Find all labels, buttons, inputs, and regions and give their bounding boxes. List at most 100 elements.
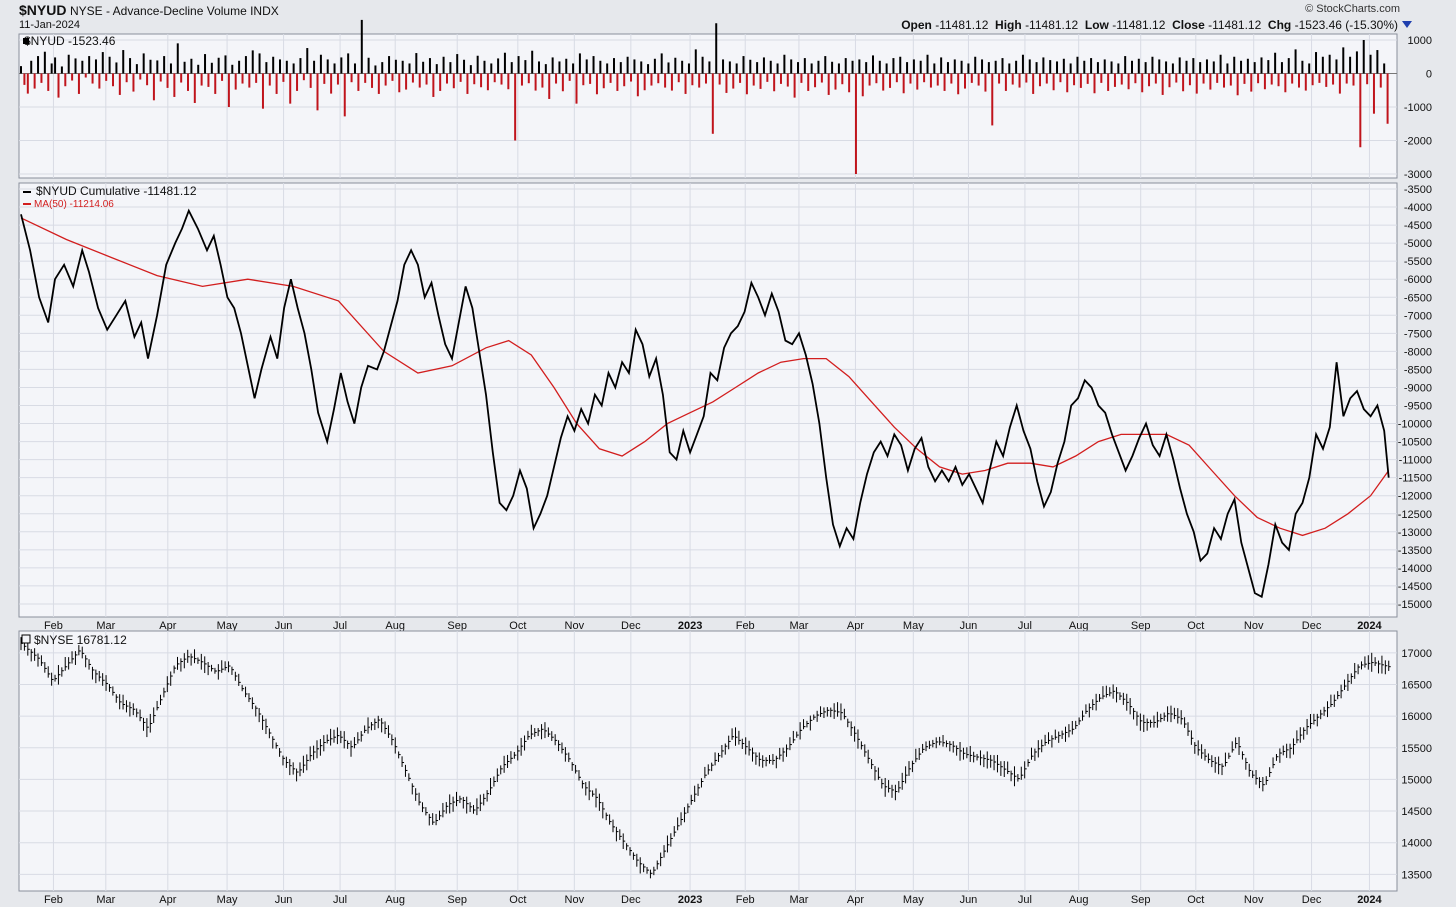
x-tick-label: Jun <box>275 620 293 632</box>
x-tick-label: Nov <box>1244 894 1264 906</box>
x-tick-label: Nov <box>565 620 585 632</box>
x-tick-label: Oct <box>509 894 526 906</box>
x-tick-label: May <box>903 894 924 906</box>
x-tick-label: Feb <box>736 894 755 906</box>
y-tick-label: 17000 <box>1401 648 1432 660</box>
y-tick-label: -4500 <box>1404 220 1432 232</box>
x-tick-label: Mar <box>96 894 115 906</box>
x-tick-label: 2023 <box>678 620 702 632</box>
x-tick-label: Oct <box>509 620 526 632</box>
y-tick-label: 13500 <box>1401 869 1432 881</box>
x-tick-label: Jul <box>1018 894 1032 906</box>
x-tick-label: Dec <box>1302 620 1322 632</box>
x-tick-label: Apr <box>847 894 864 906</box>
x-tick-label: 2023 <box>678 894 702 906</box>
legend-swatch <box>23 38 29 44</box>
legend-ma50: MA(50) -11214.06 <box>34 199 114 210</box>
high-label: High <box>995 18 1022 32</box>
x-tick-label: Mar <box>789 894 808 906</box>
x-tick-label: Mar <box>789 620 808 632</box>
chart-date: 11-Jan-2024 <box>19 19 80 31</box>
panel-0-frame <box>18 33 1398 179</box>
x-tick-label: Aug <box>1069 894 1089 906</box>
legend-swatch-ohlc <box>21 634 31 644</box>
y-tick-label: -8500 <box>1404 364 1432 376</box>
y-tick-label: -3500 <box>1404 184 1432 196</box>
y-tick-label: -11500 <box>1399 473 1432 485</box>
x-tick-label: Jul <box>1018 620 1032 632</box>
high-value: -11481.12 <box>1025 18 1079 32</box>
legend-nyse: $NYSE 16781.12 <box>34 633 127 647</box>
ma50-line <box>20 217 1390 537</box>
chart-header: $NYUD NYSE - Advance-Decline Volume INDX… <box>0 0 1456 33</box>
x-tick-label: Apr <box>159 894 176 906</box>
x-tick-label: Sep <box>1131 894 1151 906</box>
close-label: Close <box>1172 18 1205 32</box>
symbol-description: NYSE - Advance-Decline Volume INDX <box>70 4 279 18</box>
y-tick-label: -5500 <box>1404 256 1432 268</box>
x-tick-label: Dec <box>1302 894 1322 906</box>
y-tick-label: -13000 <box>1398 527 1432 539</box>
y-tick-label: -10500 <box>1398 437 1432 449</box>
legend-cumulative: $NYUD Cumulative -11481.12 <box>36 184 197 198</box>
open-value: -11481.12 <box>935 18 989 32</box>
y-tick-label: -10000 <box>1398 419 1432 431</box>
x-tick-label: Mar <box>96 620 115 632</box>
x-tick-label: Feb <box>44 620 63 632</box>
x-tick-label: Sep <box>1131 620 1151 632</box>
y-tick-label: 15000 <box>1401 774 1432 786</box>
panel-1-frame <box>18 182 1398 618</box>
x-tick-label: Jun <box>960 894 978 906</box>
y-tick-label: 16500 <box>1401 679 1432 691</box>
symbol-title: $NYUD <box>19 2 67 18</box>
y-tick-label: -6500 <box>1404 292 1432 304</box>
x-tick-label: May <box>217 894 238 906</box>
x-tick-label: 2024 <box>1357 620 1382 632</box>
x-tick-label: Oct <box>1187 620 1204 632</box>
y-tick-label: -12500 <box>1398 509 1432 521</box>
ohlc-readout: Open -11481.12 High -11481.12 Low -11481… <box>901 18 1398 32</box>
x-tick-label: Nov <box>565 894 585 906</box>
y-tick-label: -14000 <box>1398 563 1432 575</box>
panel-2-frame <box>18 630 1398 892</box>
y-tick-label: 15500 <box>1401 743 1432 755</box>
x-tick-label: Aug <box>1069 620 1089 632</box>
y-tick-label: -6000 <box>1404 274 1432 286</box>
x-tick-label: Feb <box>736 620 755 632</box>
y-tick-label: -5000 <box>1404 238 1432 250</box>
y-tick-label: -4000 <box>1404 202 1432 214</box>
y-tick-label: 14500 <box>1401 806 1432 818</box>
y-tick-label: -15000 <box>1398 599 1432 611</box>
x-tick-label: Jul <box>333 894 347 906</box>
y-tick-label: -1000 <box>1404 102 1432 114</box>
low-label: Low <box>1084 18 1109 32</box>
open-label: Open <box>901 18 932 32</box>
x-tick-label: Dec <box>621 894 641 906</box>
dropdown-triangle-icon[interactable] <box>1402 21 1412 28</box>
low-value: -11481.12 <box>1112 18 1166 32</box>
x-tick-label: Apr <box>159 620 176 632</box>
y-tick-label: -14500 <box>1398 581 1432 593</box>
x-tick-label: Oct <box>1187 894 1204 906</box>
y-tick-label: -7000 <box>1404 310 1432 322</box>
close-value: -11481.12 <box>1208 18 1262 32</box>
y-tick-label: -7500 <box>1404 328 1432 340</box>
chg-label: Chg <box>1267 18 1292 32</box>
y-tick-label: -13500 <box>1398 545 1432 557</box>
x-tick-label: Jun <box>960 620 978 632</box>
chg-value: -1523.46 (-15.30%) <box>1294 18 1398 32</box>
y-tick-label: -9500 <box>1404 401 1432 413</box>
x-tick-label: Sep <box>447 894 467 906</box>
x-tick-label: Feb <box>44 894 63 906</box>
brand-watermark: © StockCharts.com <box>1305 3 1400 15</box>
x-tick-label: 2024 <box>1357 894 1382 906</box>
x-tick-label: Jun <box>275 894 293 906</box>
x-tick-label: May <box>903 620 924 632</box>
x-tick-label: Aug <box>385 894 405 906</box>
x-tick-label: Apr <box>847 620 864 632</box>
y-tick-label: 14000 <box>1401 838 1432 850</box>
x-tick-label: Aug <box>385 620 405 632</box>
x-tick-label: Dec <box>621 620 641 632</box>
y-tick-label: 1000 <box>1408 35 1432 47</box>
